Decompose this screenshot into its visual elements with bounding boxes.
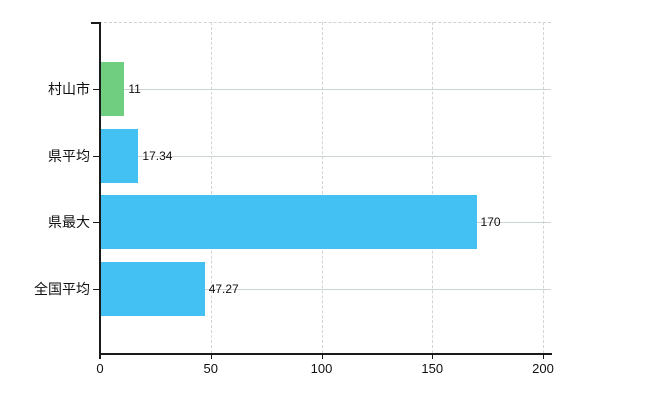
bar-value-label: 47.27 <box>208 281 239 296</box>
category-label: 全国平均 <box>34 280 90 297</box>
x-axis-tick-label: 200 <box>532 361 554 376</box>
plot-top-border <box>99 22 551 23</box>
y-axis-tick <box>93 155 99 157</box>
bar-0 <box>100 62 125 116</box>
bar-value-label: 17.34 <box>142 148 173 163</box>
category-label: 県最大 <box>48 214 90 230</box>
x-axis-tick <box>432 353 434 359</box>
category-label: 県平均 <box>48 147 90 164</box>
horizontal-gridline <box>100 89 551 90</box>
x-axis-tick-label: 100 <box>310 361 333 376</box>
x-axis-tick-label: 50 <box>203 361 218 376</box>
vertical-gridline <box>543 22 544 353</box>
y-axis <box>99 22 101 359</box>
y-axis-tick <box>93 288 99 290</box>
bar-value-label: 170 <box>480 215 501 229</box>
y-axis-tick <box>93 89 99 90</box>
bar-1 <box>100 128 139 183</box>
x-axis-tick <box>100 353 101 359</box>
vertical-gridline <box>210 22 212 353</box>
vertical-gridline <box>321 22 323 353</box>
x-axis <box>99 353 552 355</box>
x-axis-tick <box>321 353 323 359</box>
x-axis-tick-label: 150 <box>421 361 444 376</box>
bar-value-label: 11 <box>128 82 141 96</box>
y-axis-tick <box>93 222 99 223</box>
horizontal-gridline <box>100 155 551 157</box>
category-label: 村山市 <box>48 81 90 97</box>
x-axis-tick <box>543 353 544 359</box>
x-axis-tick <box>210 353 212 359</box>
bar-2 <box>100 195 477 249</box>
bar-3 <box>100 261 205 316</box>
y-axis-top-tick <box>91 22 99 24</box>
x-axis-tick-label: 0 <box>96 361 104 376</box>
vertical-gridline <box>432 22 434 353</box>
horizontal-gridline <box>100 288 551 290</box>
